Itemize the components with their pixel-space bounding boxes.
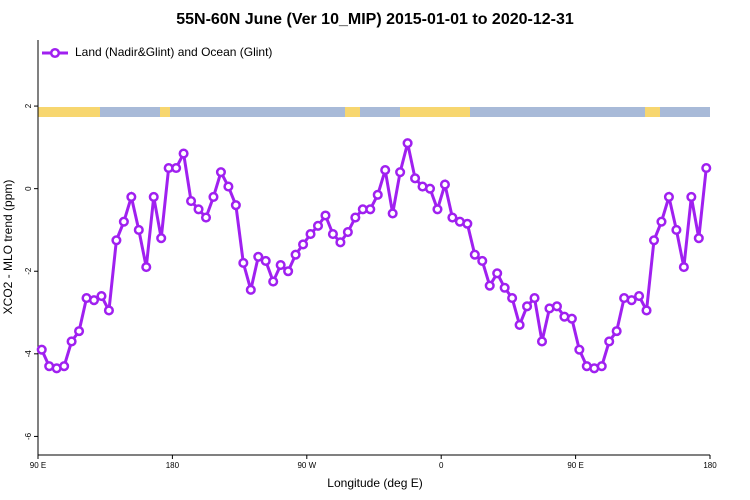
point <box>380 165 391 176</box>
legend-label: Land (Nadir&Glint) and Ocean (Glint) <box>75 45 272 59</box>
series-line <box>40 142 708 370</box>
y-axis-label: XCO2 - MLO trend (ppm) <box>1 180 15 315</box>
point <box>402 138 413 149</box>
point <box>245 284 256 295</box>
x-tick-label: 90 E <box>567 461 583 470</box>
point <box>566 313 577 324</box>
y-tick-label: 0 <box>24 186 33 191</box>
point <box>596 361 607 372</box>
point <box>529 293 540 304</box>
point <box>574 344 585 355</box>
point <box>424 183 436 194</box>
x-axis-label: Longitude (deg E) <box>327 476 422 490</box>
point <box>327 229 338 240</box>
y-tick-label: -2 <box>24 267 33 275</box>
y-tick-label: -6 <box>24 432 33 440</box>
x-tick-label: 90 W <box>297 461 316 470</box>
point <box>148 191 159 202</box>
point <box>141 262 152 273</box>
point <box>634 290 645 302</box>
point <box>432 204 443 215</box>
y-tick-label: 2 <box>24 103 33 108</box>
land-ocean-strip <box>38 107 710 117</box>
point <box>118 216 129 227</box>
point <box>342 226 353 238</box>
point <box>492 268 503 279</box>
point <box>686 191 697 202</box>
point <box>477 255 488 266</box>
point <box>253 251 264 262</box>
legend-marker <box>49 47 61 59</box>
point <box>88 295 100 306</box>
point <box>238 257 249 269</box>
x-tick-label: 0 <box>439 461 444 470</box>
point <box>365 204 376 215</box>
point <box>283 266 294 277</box>
point <box>66 336 77 347</box>
point <box>126 191 137 202</box>
x-tick-label: 180 <box>166 461 180 470</box>
point <box>171 162 182 174</box>
point <box>111 235 122 246</box>
x-tick-label: 90 E <box>30 461 46 470</box>
point <box>335 237 346 248</box>
y-tick-label: -4 <box>24 350 33 358</box>
point <box>499 282 510 293</box>
point <box>208 191 219 202</box>
point <box>410 173 421 184</box>
point <box>96 290 107 302</box>
point <box>462 218 473 229</box>
point <box>641 305 652 316</box>
point <box>260 255 271 266</box>
point <box>298 239 309 250</box>
point <box>663 191 674 202</box>
point <box>484 280 495 291</box>
point <box>103 305 114 316</box>
chart-title: 55N-60N June (Ver 10_MIP) 2015-01-01 to … <box>176 11 574 28</box>
point <box>74 326 85 337</box>
x-tick-label: 180 <box>703 461 717 470</box>
point <box>186 195 197 207</box>
point <box>387 208 398 219</box>
point <box>701 162 712 174</box>
point <box>223 181 234 192</box>
point <box>507 293 518 304</box>
point <box>230 200 241 211</box>
point <box>439 179 450 190</box>
point <box>178 148 189 159</box>
point <box>133 224 144 236</box>
point <box>193 204 204 215</box>
point <box>551 301 562 312</box>
point <box>656 216 667 227</box>
point <box>156 233 167 244</box>
point <box>648 235 660 246</box>
point <box>604 336 615 347</box>
point <box>372 189 383 200</box>
point <box>268 276 279 287</box>
point <box>447 212 458 223</box>
point <box>350 212 361 223</box>
point <box>469 249 480 260</box>
point <box>320 210 331 221</box>
point <box>395 167 406 178</box>
point <box>536 336 548 347</box>
point <box>312 220 324 231</box>
point <box>200 212 212 223</box>
point <box>522 301 533 312</box>
point <box>275 259 286 271</box>
point <box>626 295 637 306</box>
point <box>305 229 316 240</box>
point <box>59 361 70 372</box>
point <box>693 233 704 244</box>
point <box>36 344 47 355</box>
point <box>678 262 689 273</box>
point <box>611 326 622 337</box>
point <box>671 224 682 236</box>
point <box>514 319 525 330</box>
point <box>215 167 226 178</box>
point <box>290 249 301 260</box>
